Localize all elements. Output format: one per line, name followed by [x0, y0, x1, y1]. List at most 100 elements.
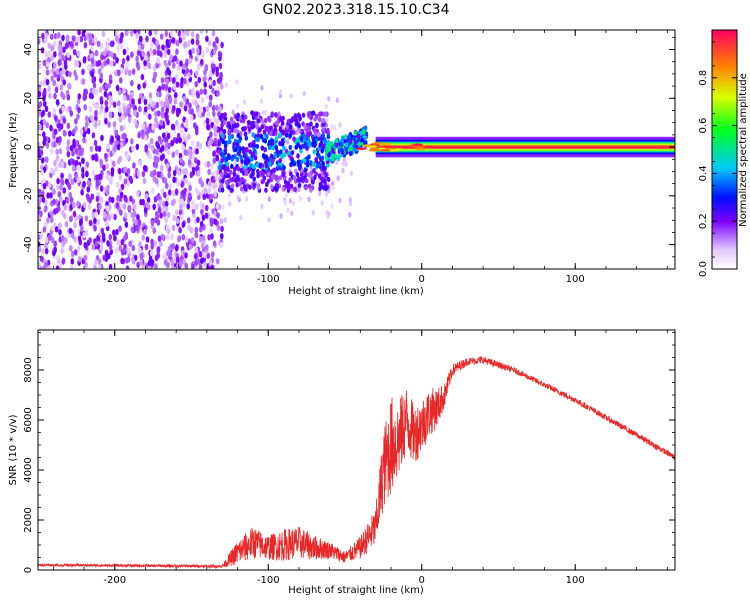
heatmap-cell	[182, 168, 187, 175]
heatmap-cell	[114, 129, 118, 136]
heatmap-cell	[309, 187, 313, 193]
heatmap-cell	[235, 79, 239, 85]
heatmap-cell	[162, 201, 166, 208]
heatmap-cell	[207, 168, 211, 175]
heatmap-cell	[317, 116, 322, 123]
heatmap-cell	[166, 48, 171, 56]
heatmap-cell	[41, 32, 45, 40]
heatmap-cell	[139, 92, 143, 100]
heatmap-cell	[61, 34, 65, 42]
heatmap-cell	[67, 82, 71, 90]
heatmap-cell	[208, 117, 212, 125]
heatmap-cell	[172, 198, 176, 205]
heatmap-cell	[173, 55, 178, 62]
heatmap-cell	[99, 158, 103, 166]
heatmap-cell	[178, 227, 182, 234]
heatmap-cell	[181, 144, 185, 151]
heatmap-cell	[239, 186, 244, 192]
heatmap-cell	[124, 69, 128, 76]
heatmap-cell	[118, 116, 123, 123]
heatmap-cell	[133, 118, 137, 125]
heatmap-cell	[120, 67, 124, 74]
heatmap-cell	[38, 261, 41, 269]
heatmap-cell	[171, 243, 175, 250]
heatmap-cell	[50, 45, 54, 52]
heatmap-cell	[126, 94, 130, 101]
heatmap-cell	[77, 30, 81, 36]
heatmap-cell	[344, 142, 349, 148]
heatmap-cell	[261, 172, 265, 178]
heatmap-cell	[137, 83, 141, 91]
heatmap-cell	[239, 167, 244, 174]
heatmap-cell	[362, 144, 373, 148]
heatmap-cell	[119, 77, 123, 84]
heatmap-cell	[96, 219, 100, 226]
heatmap-cell	[273, 152, 278, 159]
heatmap-cell	[66, 139, 71, 146]
heatmap-cell	[233, 159, 237, 166]
heatmap-cell	[320, 178, 325, 184]
heatmap-cell	[188, 184, 192, 192]
heatmap-cell	[223, 170, 228, 176]
heatmap-cell	[123, 178, 128, 185]
heatmap-cell	[311, 141, 315, 147]
heatmap-cell	[62, 117, 67, 124]
heatmap-cell	[263, 109, 267, 116]
heatmap-cell	[277, 165, 282, 171]
heatmap-cell	[288, 144, 293, 151]
heatmap-cell	[135, 143, 140, 150]
heatmap-cell	[196, 216, 200, 223]
heatmap-cell	[199, 30, 204, 34]
heatmap-cell	[140, 73, 145, 81]
heatmap-cell	[260, 145, 265, 151]
heatmap-cell	[215, 155, 220, 162]
heatmap-cell	[72, 128, 76, 135]
heatmap-cell	[52, 107, 57, 115]
heatmap-cell	[290, 158, 295, 165]
heatmap-cell	[66, 145, 70, 152]
heatmap-cell	[267, 139, 272, 145]
heatmap-cell	[311, 110, 315, 116]
heatmap-cell	[205, 92, 209, 100]
heatmap-cell	[185, 80, 190, 87]
heatmap-cell	[218, 115, 223, 121]
x-tick-label: -100	[257, 575, 280, 586]
heatmap-cell	[278, 140, 282, 147]
heatmap-cell	[121, 57, 126, 65]
heatmap-cell	[301, 121, 305, 127]
heatmap-cell	[127, 204, 132, 212]
heatmap-cell	[118, 106, 122, 114]
heatmap-cell	[203, 69, 207, 76]
heatmap-cell	[166, 211, 171, 219]
heatmap-cell	[203, 88, 207, 95]
heatmap-cell	[46, 192, 50, 199]
heatmap-cell	[295, 172, 300, 178]
heatmap-cell	[176, 132, 181, 140]
heatmap-cell	[191, 207, 196, 215]
heatmap-cell	[308, 140, 312, 146]
heatmap-cell	[320, 148, 325, 154]
heatmap-cell	[212, 110, 216, 117]
heatmap-cell	[219, 218, 224, 225]
heatmap-cell	[47, 42, 52, 49]
heatmap-cell	[55, 265, 60, 269]
heatmap-cell	[43, 100, 47, 108]
heatmap-cell	[172, 136, 177, 144]
heatmap-cell	[200, 97, 205, 104]
heatmap-cell	[173, 91, 178, 99]
heatmap-cell	[259, 134, 264, 140]
heatmap-cell	[298, 116, 302, 122]
heatmap-cell	[112, 121, 117, 128]
heatmap-cell	[136, 214, 140, 221]
heatmap-cell	[94, 109, 98, 117]
heatmap-cell	[58, 50, 63, 57]
heatmap-cell	[236, 132, 241, 139]
heatmap-cell	[156, 156, 160, 163]
heatmap-cell	[78, 256, 82, 263]
heatmap-cell	[183, 105, 188, 112]
heatmap-cell	[221, 204, 225, 211]
heatmap-cell	[83, 255, 87, 262]
heatmap-cell	[182, 63, 186, 70]
heatmap-cell	[207, 234, 211, 241]
heatmap-cell	[138, 241, 142, 248]
